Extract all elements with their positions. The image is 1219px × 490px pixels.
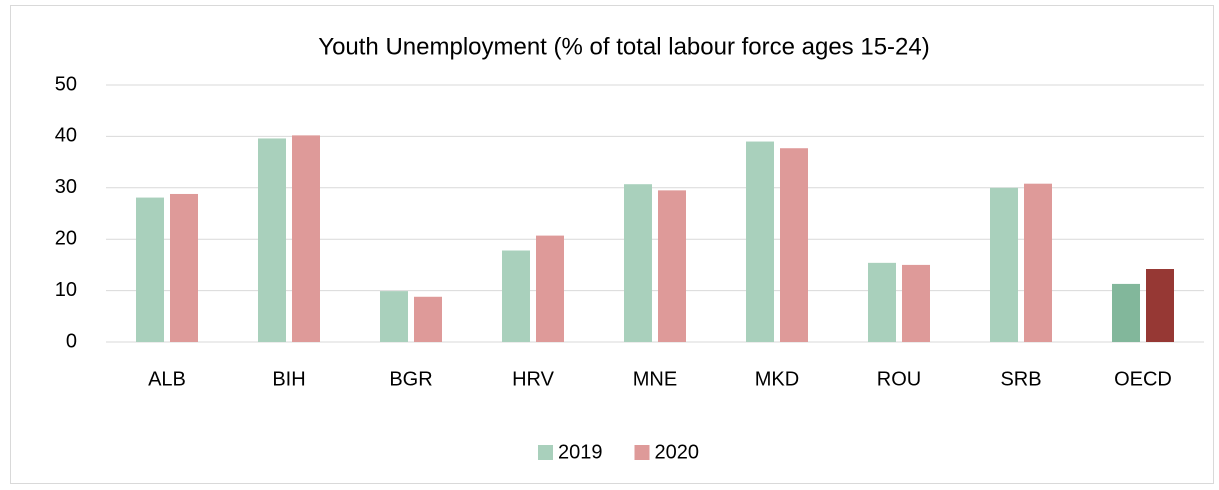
bar xyxy=(990,187,1018,342)
x-tick-label: OECD xyxy=(1114,368,1172,390)
x-tick-label: BGR xyxy=(389,368,432,390)
bar xyxy=(292,135,320,342)
y-tick-label: 50 xyxy=(55,73,77,95)
x-tick-label: BIH xyxy=(272,368,305,390)
y-tick-label: 30 xyxy=(55,176,77,198)
bar xyxy=(136,197,164,342)
x-tick-label: MNE xyxy=(633,368,677,390)
bar xyxy=(258,138,286,342)
x-tick-label: HRV xyxy=(512,368,555,390)
y-tick-label: 10 xyxy=(55,279,77,301)
bar xyxy=(1146,269,1174,342)
x-tick-label: MKD xyxy=(755,368,799,390)
y-tick-label: 40 xyxy=(55,125,77,147)
bar xyxy=(1024,183,1052,342)
bar xyxy=(746,141,774,342)
legend-label: 2020 xyxy=(655,441,700,463)
bar xyxy=(170,193,198,342)
y-tick-label: 20 xyxy=(55,227,77,249)
bar xyxy=(780,148,808,342)
bar xyxy=(624,184,652,342)
x-tick-label: ROU xyxy=(877,368,921,390)
bar xyxy=(658,190,686,342)
x-tick-label: ALB xyxy=(148,368,186,390)
bar xyxy=(414,296,442,342)
legend-swatch xyxy=(634,445,650,460)
legend-swatch xyxy=(538,445,553,460)
bar xyxy=(536,235,564,342)
chart-title: Youth Unemployment (% of total labour fo… xyxy=(318,33,929,60)
bar xyxy=(902,264,930,342)
bar xyxy=(1112,283,1140,342)
y-tick-label: 0 xyxy=(66,330,77,352)
bar xyxy=(868,262,896,342)
bar xyxy=(502,250,530,342)
x-tick-label: SRB xyxy=(1000,368,1041,390)
legend-label: 2019 xyxy=(558,441,603,463)
bar xyxy=(380,291,408,342)
